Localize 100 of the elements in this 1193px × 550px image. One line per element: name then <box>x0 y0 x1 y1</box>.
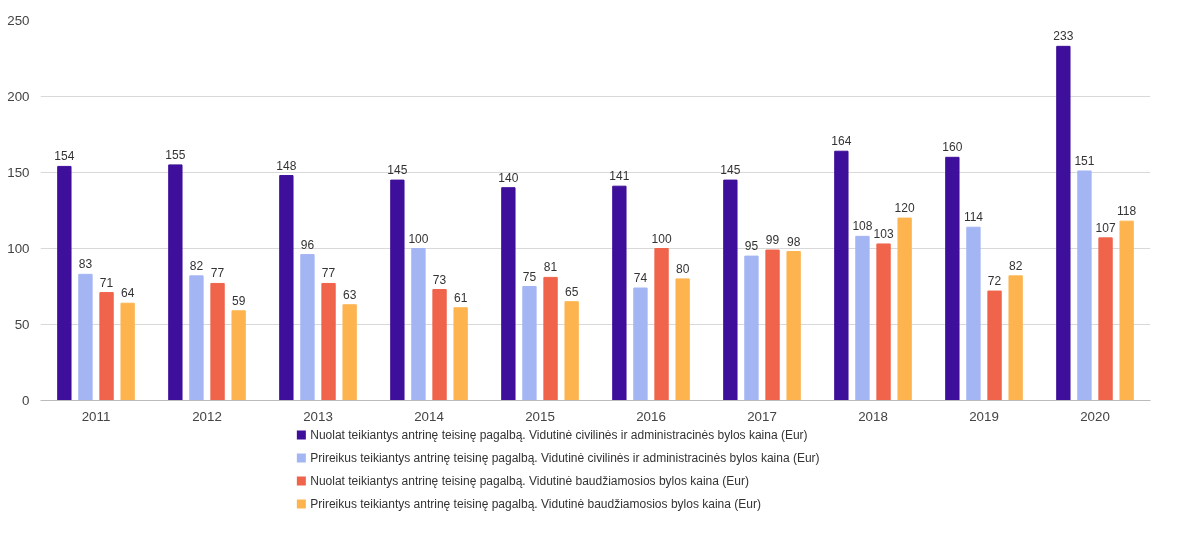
legend-label: Prireikus teikiantys antrinę teisinę pagalbą. Vidutinė civilinės ir administracinės bylos kaina (Eur) <box>310 451 820 465</box>
bar <box>564 301 579 401</box>
bar <box>897 217 912 401</box>
data-label: 145 <box>720 163 741 178</box>
data-label: 103 <box>873 226 894 241</box>
bar <box>453 307 468 401</box>
data-label: 155 <box>165 147 186 162</box>
bar <box>723 179 738 401</box>
data-label: 99 <box>765 233 780 248</box>
bar <box>78 273 93 401</box>
data-label: 72 <box>987 274 1002 289</box>
bar <box>1077 170 1092 401</box>
x-tick-label: 2015 <box>525 408 555 424</box>
data-label: 71 <box>99 275 114 290</box>
data-label: 100 <box>651 231 672 246</box>
data-label: 100 <box>408 231 429 246</box>
bar <box>675 278 690 401</box>
data-label: 61 <box>453 290 468 305</box>
bar <box>189 275 204 401</box>
data-label: 82 <box>189 258 204 273</box>
legend-label: Prireikus teikiantys antrinę teisinę pagalbą. Vidutinė baudžiamosios bylos kaina (Eur) <box>310 497 761 511</box>
data-label: 95 <box>744 239 759 254</box>
bar <box>432 289 447 401</box>
x-tick-label: 2011 <box>81 408 111 424</box>
y-tick-label: 200 <box>7 89 30 104</box>
data-label: 83 <box>78 257 93 272</box>
bar <box>612 185 627 401</box>
bar <box>120 302 135 401</box>
bar <box>1056 45 1071 401</box>
data-label: 118 <box>1117 204 1137 219</box>
data-label: 77 <box>321 266 336 281</box>
x-tick-label: 2012 <box>192 408 222 424</box>
bar <box>231 310 246 401</box>
bar <box>1098 237 1113 401</box>
bar <box>210 282 225 401</box>
bar <box>987 290 1002 401</box>
data-label: 96 <box>300 237 315 252</box>
data-label: 82 <box>1008 258 1023 273</box>
bar <box>966 226 981 401</box>
legend-label: Nuolat teikiantys antrinę teisinę pagalbą. Vidutinė baudžiamosios bylos kaina (Eur) <box>310 474 749 488</box>
bar <box>321 282 336 401</box>
y-tick-label: 50 <box>14 317 30 332</box>
data-label: 151 <box>1074 153 1095 168</box>
bar <box>744 255 759 401</box>
data-label: 141 <box>609 169 630 184</box>
x-tick-label: 2019 <box>969 408 999 424</box>
data-label: 77 <box>210 266 225 281</box>
data-label: 107 <box>1095 220 1116 235</box>
data-label: 108 <box>852 219 873 234</box>
bar <box>501 187 516 401</box>
data-label: 63 <box>342 287 357 302</box>
data-label: 65 <box>564 284 579 299</box>
data-label: 98 <box>786 234 801 249</box>
bar <box>522 286 537 401</box>
bar <box>1119 220 1134 401</box>
y-tick-label: 0 <box>22 393 30 408</box>
data-label: 81 <box>543 260 558 275</box>
bar <box>765 249 780 401</box>
data-label: 233 <box>1053 29 1074 44</box>
bar <box>390 179 405 401</box>
bar <box>855 235 870 401</box>
data-label: 120 <box>894 201 915 216</box>
x-tick-label: 2013 <box>303 408 333 424</box>
data-label: 164 <box>831 134 852 149</box>
x-tick-label: 2016 <box>636 408 666 424</box>
bar <box>57 165 72 401</box>
data-label: 64 <box>120 286 135 301</box>
data-label: 114 <box>963 210 984 225</box>
bar <box>279 175 294 401</box>
data-label: 75 <box>522 269 537 284</box>
bar <box>168 164 183 401</box>
x-tick-label: 2014 <box>414 408 445 424</box>
legend-label: Nuolat teikiantys antrinę teisinę pagalbą. Vidutinė civilinės ir administracinės bylos kaina (Eur) <box>310 428 808 442</box>
data-label: 145 <box>387 163 408 178</box>
data-label: 59 <box>231 293 246 308</box>
bar <box>633 287 648 401</box>
bar <box>654 248 669 401</box>
data-label: 140 <box>498 170 519 185</box>
x-tick-label: 2017 <box>747 408 777 424</box>
x-tick-label: 2018 <box>858 408 888 424</box>
bar <box>99 292 114 401</box>
y-tick-label: 100 <box>7 241 30 256</box>
bar <box>300 254 315 401</box>
data-label: 73 <box>432 272 447 287</box>
bar <box>786 251 801 401</box>
data-label: 148 <box>276 158 297 173</box>
bar <box>411 248 426 401</box>
bar <box>834 150 849 401</box>
data-label: 160 <box>942 140 963 155</box>
data-label: 80 <box>675 261 690 276</box>
bar <box>945 156 960 401</box>
y-tick-label: 150 <box>7 165 30 180</box>
bar <box>876 243 891 401</box>
data-label: 154 <box>54 149 75 164</box>
bar <box>543 276 558 401</box>
bar <box>1008 275 1023 401</box>
y-tick-label: 250 <box>7 13 30 28</box>
x-tick-label: 2020 <box>1080 408 1110 424</box>
bar <box>342 304 357 401</box>
data-label: 74 <box>633 271 648 286</box>
